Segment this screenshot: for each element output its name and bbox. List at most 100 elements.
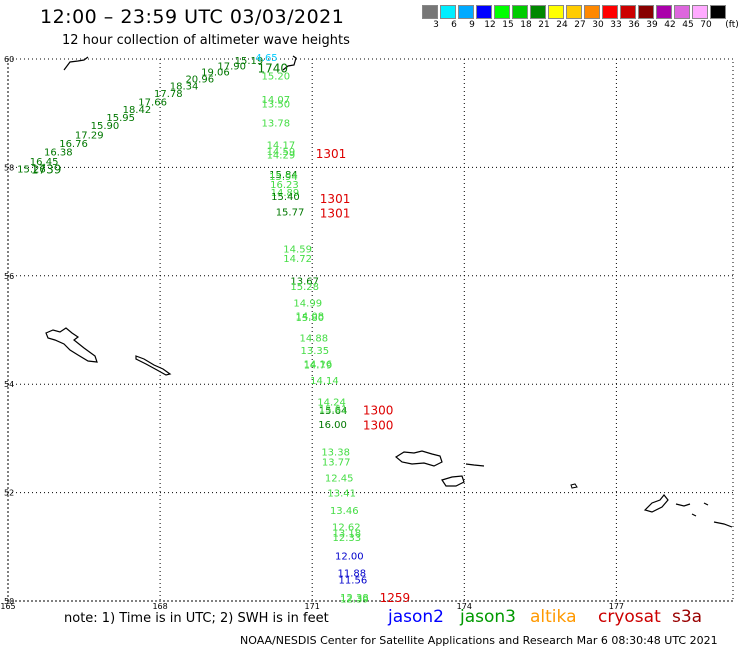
- wave-height-label: 12.39: [340, 594, 369, 605]
- legend-label: 9: [469, 20, 475, 30]
- legend-swatch: [602, 5, 618, 19]
- wave-height-label: 14.79: [304, 361, 333, 372]
- lat-lon-grid: [7, 58, 734, 602]
- wave-height-label: 15.80: [295, 313, 324, 324]
- wave-height-label: 13.18: [332, 529, 361, 540]
- satellite-jason2: jason2: [388, 607, 444, 627]
- lat-label: 56: [4, 272, 14, 281]
- wave-height-label: 14.59: [267, 147, 296, 158]
- wave-height-label: 17.78: [154, 89, 183, 100]
- wave-height-label: 20.96: [185, 75, 214, 86]
- island-agattu: [441, 475, 465, 487]
- wave-height-label: 12.45: [325, 473, 354, 484]
- island-attu: [394, 450, 443, 467]
- legend-label: 21: [538, 20, 550, 30]
- map-title: 12:00 – 23:59 UTC 03/03/2021: [40, 6, 345, 28]
- legend-swatch: [422, 5, 438, 19]
- time-label: 1301: [320, 192, 351, 206]
- wave-height-label: 14.14: [310, 376, 339, 387]
- legend-swatch: [620, 5, 636, 19]
- wave-height-label: 16.38: [44, 148, 73, 159]
- wave-height-label: 13.77: [322, 458, 351, 469]
- wave-height-label: 17.66: [138, 97, 167, 108]
- lon-label: 174: [457, 602, 472, 611]
- satellite-altika: altika: [530, 607, 577, 627]
- island-st-matthew: [63, 56, 89, 71]
- wave-height-label: 16.45: [30, 157, 59, 168]
- wave-height-label: 13.50: [261, 99, 290, 110]
- wave-height-label: 16.76: [59, 139, 88, 150]
- coastlines: [45, 55, 733, 528]
- time-label: 1301: [316, 147, 347, 161]
- wave-height-label: 16.23: [270, 180, 299, 191]
- footnote: note: 1) Time is in UTC; 2) SWH is in fe…: [64, 611, 329, 626]
- time-label: 1301: [320, 206, 351, 220]
- legend-label: 12: [484, 20, 496, 30]
- credit-line: NOAA/NESDIS Center for Satellite Applica…: [240, 634, 718, 647]
- wave-height-label: 18.34: [170, 82, 199, 93]
- wave-height-label: 15.61: [319, 405, 348, 416]
- wave-height-label: 12.33: [332, 533, 361, 544]
- island-bering: [45, 327, 98, 363]
- wave-height-label: 15.84: [269, 170, 298, 181]
- satellite-s3a: s3a: [672, 607, 703, 627]
- legend-label: 18: [520, 20, 532, 30]
- wave-height-label: 14.88: [300, 334, 329, 345]
- wave-height-label: 12.00: [335, 551, 364, 562]
- legend-swatch: [710, 5, 726, 19]
- lat-label: 54: [4, 380, 14, 389]
- wave-height-label: 12.62: [332, 523, 361, 534]
- wave-height-label: 13.35: [301, 346, 330, 357]
- wave-height-label: 16.00: [318, 420, 347, 431]
- wave-height-label: 11.56: [339, 575, 368, 586]
- wave-height-label: 18.42: [123, 105, 152, 116]
- island-buldir: [570, 483, 578, 489]
- wave-height-label: 19.06: [201, 67, 230, 78]
- wave-height-label: 14.24: [317, 398, 346, 409]
- legend-label: 70: [700, 20, 712, 30]
- wave-height-label: 15.28: [290, 282, 319, 293]
- time-label: 1259: [380, 591, 411, 605]
- legend-swatch: [548, 5, 564, 19]
- wave-height-label: 12.38: [340, 593, 369, 604]
- wave-height-label: 14.08: [295, 311, 324, 322]
- wave-height-label: 15.64: [319, 406, 348, 417]
- wave-height-label: 14.17: [267, 141, 296, 152]
- wave-height-label: 14.72: [283, 254, 312, 265]
- legend-swatch: [638, 5, 654, 19]
- wave-height-label: 14.89: [271, 188, 300, 199]
- wave-height-observations: 15.2616.4516.3816.7617.2915.9015.9518.42…: [17, 53, 369, 605]
- wave-height-label: 17.90: [217, 62, 246, 73]
- satellite-jason3: jason3: [460, 607, 516, 627]
- legend-swatch: [440, 5, 456, 19]
- wave-height-label: 15.19: [235, 56, 264, 67]
- island-shemya: [465, 463, 485, 467]
- wave-height-label: 14.16: [304, 360, 333, 371]
- lat-label: 50: [4, 597, 14, 606]
- lon-label: 168: [152, 602, 167, 611]
- lat-label: 58: [4, 163, 14, 172]
- time-label: 1739: [31, 162, 62, 176]
- legend-label: 42: [664, 20, 676, 30]
- wave-height-label: 14.99: [293, 298, 322, 309]
- legend-label: 33: [610, 20, 622, 30]
- time-label: 1300: [363, 418, 394, 432]
- legend-label: 45: [682, 20, 694, 30]
- wave-height-label: 15.20: [261, 71, 290, 82]
- time-label: 1740: [257, 62, 288, 76]
- lat-label: 60: [4, 55, 14, 64]
- legend-swatch: [476, 5, 492, 19]
- lat-label: 52: [4, 489, 14, 498]
- legend-swatch: [566, 5, 582, 19]
- legend-label: 3: [433, 20, 439, 30]
- lon-label: 165: [0, 602, 15, 611]
- wave-height-label: 4.65: [255, 53, 277, 64]
- wave-height-label: 15.90: [91, 121, 120, 132]
- lon-label: 177: [609, 602, 624, 611]
- lon-label: 171: [305, 602, 320, 611]
- legend-label: 24: [556, 20, 568, 30]
- wave-height-label: 11.88: [338, 568, 367, 579]
